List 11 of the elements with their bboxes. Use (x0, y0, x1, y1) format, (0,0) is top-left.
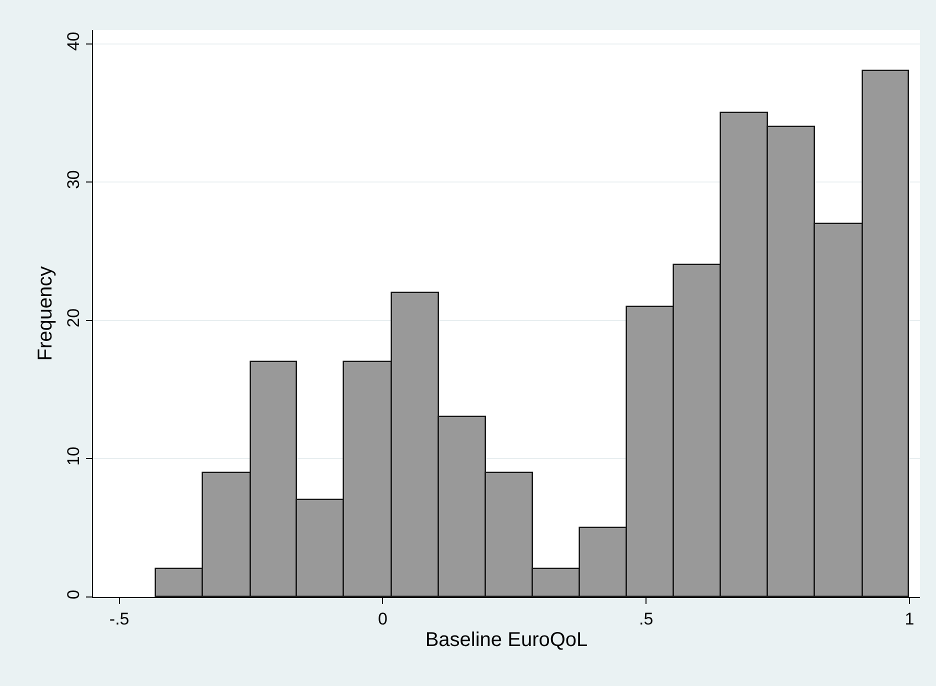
y-tick-label: 30 (64, 170, 84, 190)
y-tick-label: 20 (64, 308, 84, 328)
x-tick-label: .5 (638, 609, 654, 628)
x-axis-title: Baseline EuroQoL (425, 628, 588, 651)
x-tick-label: 0 (378, 609, 388, 628)
x-tick-label: 1 (904, 609, 914, 628)
y-tick-label: 0 (64, 590, 84, 600)
x-tick-label: -.5 (109, 609, 130, 628)
y-tick-label: 40 (64, 32, 84, 51)
y-tick-label: 10 (64, 446, 84, 466)
y-axis-title: Frequency (34, 266, 57, 361)
